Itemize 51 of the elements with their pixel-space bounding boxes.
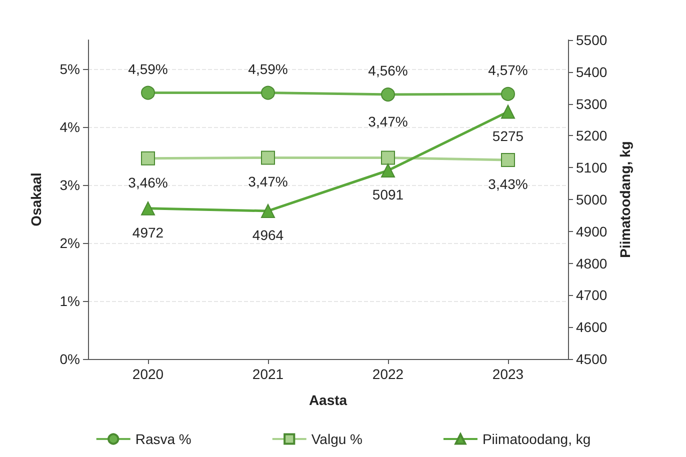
data-label: 4,57% (488, 62, 528, 78)
data-label: 3,46% (128, 174, 168, 190)
point (501, 153, 515, 168)
data-label: 4,59% (128, 60, 168, 77)
y2-tick-label: 4700 (576, 287, 608, 304)
data-label: 5091 (372, 186, 404, 202)
y2-axis-title: Piimatoodang, kg (617, 141, 634, 258)
x-axis-title: Aasta (308, 392, 348, 408)
point (141, 86, 155, 100)
data-label: 4964 (252, 226, 284, 243)
y2-tick-label: 5400 (576, 64, 608, 80)
data-label: 5275 (492, 128, 524, 144)
y2-tick-label: 4500 (576, 351, 608, 367)
data-label: 3,47% (368, 114, 408, 130)
y2-tick-label: 5200 (576, 128, 608, 144)
y2-tick-label: 4900 (576, 223, 608, 240)
y-axis-title: Osakaal (28, 172, 44, 226)
data-label: 3,47% (248, 174, 288, 190)
y-tick-label: 4% (60, 119, 80, 135)
y-tick-label: 0% (60, 351, 80, 367)
y2-tick-label: 5000 (576, 192, 608, 208)
x-tick-label: 2021 (252, 366, 284, 382)
y2-tick-label: 5500 (576, 32, 608, 48)
data-label: 4,59% (248, 60, 288, 77)
y2-tick-label: 5300 (576, 96, 608, 112)
legend-label: Valgu % (311, 431, 362, 447)
y-tick-label: 3% (60, 177, 80, 193)
x-tick-label: 2022 (372, 366, 404, 382)
y2-tick-label: 4800 (576, 255, 608, 272)
legend-label: Rasva % (135, 431, 192, 447)
point (261, 150, 275, 165)
point (261, 204, 275, 218)
point (141, 151, 155, 166)
y-tick-label: 1% (60, 293, 80, 309)
point (261, 86, 275, 100)
data-label: 4972 (132, 224, 164, 240)
point (141, 201, 155, 216)
point (381, 88, 395, 102)
y2-tick-label: 5100 (576, 160, 608, 176)
y2-tick-label: 4600 (576, 319, 608, 336)
data-label: 4,56% (368, 62, 408, 79)
point (381, 150, 395, 165)
data-label: 3,43% (488, 176, 528, 192)
y-tick-label: 5% (60, 61, 80, 77)
point (501, 104, 515, 119)
legend-label: Piimatoodang, kg (482, 431, 591, 447)
x-tick-label: 2023 (492, 366, 524, 382)
point (501, 86, 515, 101)
y-tick-label: 2% (60, 235, 80, 251)
x-tick-label: 2020 (132, 366, 164, 382)
point (381, 163, 395, 178)
